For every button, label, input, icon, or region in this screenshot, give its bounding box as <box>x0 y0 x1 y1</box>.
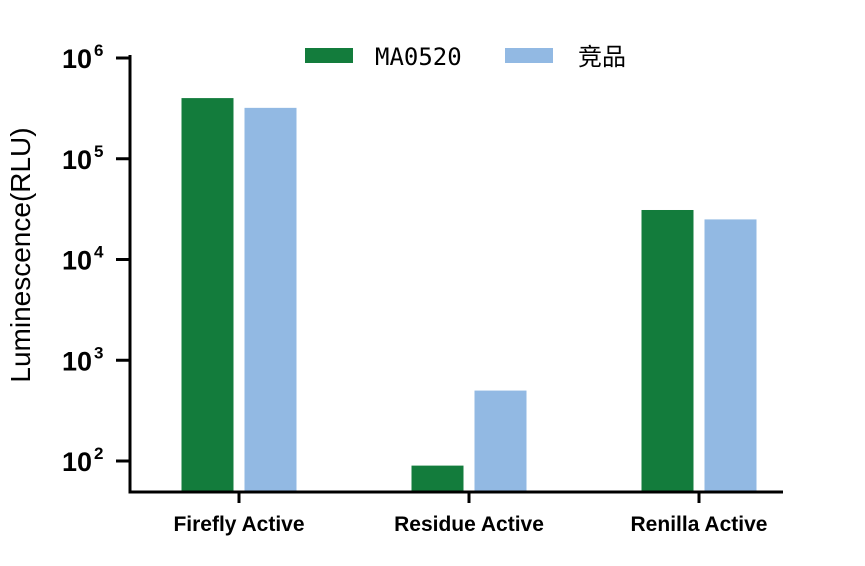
legend: MA0520 竞品 <box>305 43 626 71</box>
y-tick-base: 10 <box>62 145 92 175</box>
bar-firefly-active-series-0 <box>181 98 234 492</box>
y-tick-base: 10 <box>62 44 92 74</box>
x-tick-label: Residue Active <box>394 513 544 536</box>
bars <box>181 98 757 493</box>
x-tick-label: Renilla Active <box>631 513 768 536</box>
y-tick-base: 10 <box>62 346 92 376</box>
y-tick-exponent: 3 <box>94 343 103 362</box>
bar-firefly-active-series-1 <box>244 107 297 492</box>
legend-swatch-ma0520 <box>305 48 353 63</box>
y-tick-exponent: 4 <box>94 243 104 262</box>
y-tick-label: 10 3 <box>62 343 104 376</box>
y-tick-label: 10 2 <box>62 444 104 477</box>
y-tick-exponent: 5 <box>94 142 103 161</box>
bar-residue-active-series-1 <box>474 390 527 492</box>
legend-label-ma0520: MA0520 <box>375 43 462 71</box>
y-tick-label: 10 6 <box>62 41 104 74</box>
legend-swatch-competitor <box>505 48 553 63</box>
bar-renilla-active-series-0 <box>641 209 694 493</box>
x-tick-label: Firefly Active <box>173 513 304 536</box>
y-axis-label: Luminescence(RLU) <box>5 127 36 382</box>
y-tick-label: 10 4 <box>62 243 104 276</box>
bar-residue-active-series-0 <box>411 465 464 492</box>
y-tick-exponent: 6 <box>94 41 103 60</box>
x-ticks: Firefly Active Residue Active Renilla Acti… <box>173 492 767 536</box>
y-tick-base: 10 <box>62 246 92 276</box>
bar-renilla-active-series-1 <box>704 219 757 493</box>
legend-label-competitor: 竞品 <box>578 43 626 71</box>
y-tick-label: 10 5 <box>62 142 104 175</box>
y-tick-exponent: 2 <box>94 444 103 463</box>
y-tick-base: 10 <box>62 447 92 477</box>
